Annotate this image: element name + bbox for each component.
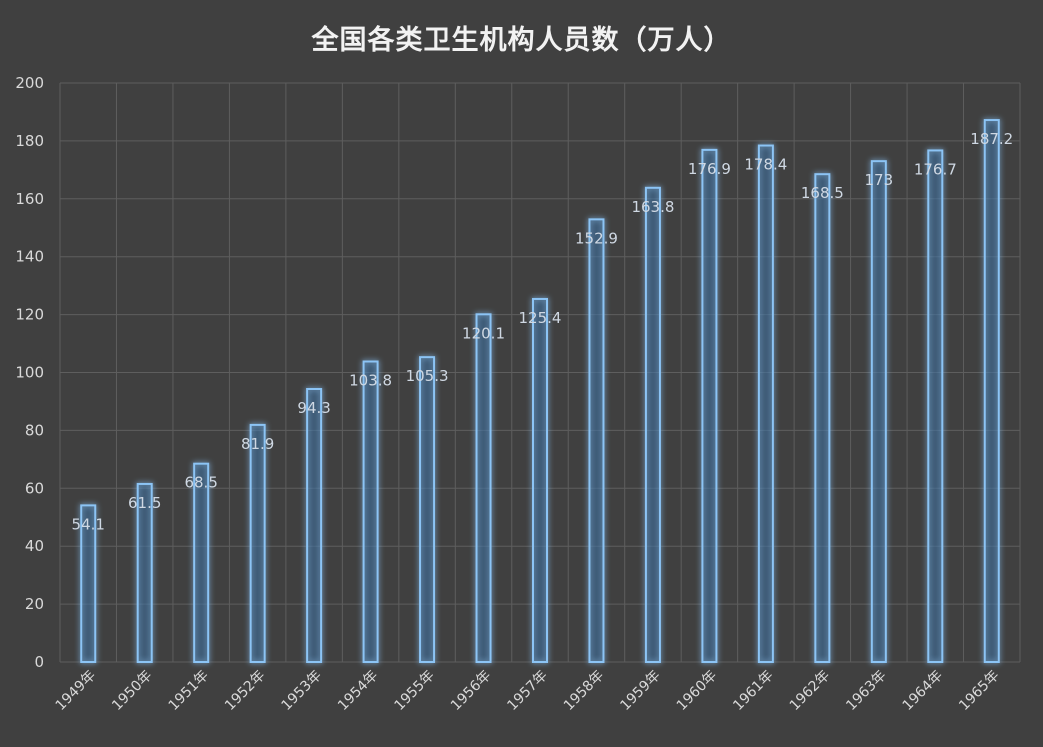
- bar-1962年: [814, 173, 831, 663]
- y-tick-label: 180: [15, 132, 44, 150]
- bars: [80, 119, 1000, 664]
- data-label: 105.3: [406, 367, 449, 385]
- y-tick-label: 200: [15, 74, 44, 92]
- y-tick-label: 40: [25, 537, 44, 555]
- x-tick-label: 1951年: [166, 668, 212, 714]
- gridlines: [59, 82, 1021, 663]
- x-tick-label: 1963年: [843, 668, 889, 714]
- y-tick-label: 160: [15, 190, 44, 208]
- x-tick-label: 1950年: [109, 668, 155, 714]
- data-label: 152.9: [575, 229, 618, 247]
- data-label: 81.9: [241, 435, 274, 453]
- x-tick-label: 1958年: [561, 668, 607, 714]
- x-tick-label: 1962年: [787, 668, 833, 714]
- data-label: 54.1: [72, 515, 105, 533]
- x-tick-label: 1955年: [391, 668, 437, 714]
- data-label: 125.4: [519, 309, 562, 327]
- bar-1952年: [249, 423, 266, 663]
- bar-1961年: [757, 144, 774, 664]
- data-label: 173: [865, 171, 894, 189]
- y-tick-label: 80: [25, 421, 44, 439]
- bar-1955年: [419, 356, 436, 663]
- bar-1959年: [644, 186, 661, 663]
- data-label: 176.7: [914, 160, 957, 178]
- x-tick-label: 1956年: [448, 668, 494, 714]
- x-axis-ticks: 1949年 1950年 1951年 1952年 1953年 1954年 1955年 1956年…: [53, 668, 1003, 714]
- x-tick-label: 1959年: [617, 668, 663, 714]
- bar-1964年: [927, 149, 944, 664]
- data-label: 61.5: [128, 494, 161, 512]
- data-label: 68.5: [184, 474, 217, 492]
- x-tick-label: 1952年: [222, 668, 268, 714]
- bar-1963年: [870, 160, 887, 663]
- data-label: 168.5: [801, 184, 844, 202]
- data-labels: 54.1 61.5 68.5 81.9 94.3 103.8 105.3 120.1 125.4…: [72, 130, 1014, 533]
- x-tick-label: 1957年: [504, 668, 550, 714]
- y-tick-label: 140: [15, 248, 44, 266]
- x-tick-label: 1960年: [674, 668, 720, 714]
- data-label: 176.9: [688, 160, 731, 178]
- bar-1954年: [362, 360, 379, 663]
- bar-1951年: [193, 462, 210, 663]
- data-label: 120.1: [462, 324, 505, 342]
- x-tick-label: 1953年: [279, 668, 325, 714]
- x-tick-label: 1954年: [335, 668, 381, 714]
- x-tick-label: 1964年: [900, 668, 946, 714]
- y-tick-label: 120: [15, 306, 44, 324]
- x-tick-label: 1961年: [730, 668, 776, 714]
- y-tick-label: 60: [25, 479, 44, 497]
- bar-1950年: [136, 482, 153, 663]
- bar-1960年: [701, 148, 718, 663]
- y-axis-ticks: 0 20 40 60 80 100 120 140 160 180 200: [15, 74, 44, 671]
- x-tick-label: 1949年: [53, 668, 99, 714]
- y-tick-label: 0: [34, 653, 44, 671]
- x-tick-label: 1965年: [956, 668, 1002, 714]
- bar-1965年: [983, 119, 1000, 663]
- bar-1958年: [588, 218, 605, 664]
- bar-1953年: [306, 388, 323, 663]
- bar-1957年: [532, 297, 548, 663]
- data-label: 178.4: [744, 156, 787, 174]
- data-label: 163.8: [631, 198, 674, 216]
- chart-title: 全国各类卫生机构人员数（万人）: [311, 25, 732, 56]
- data-label: 103.8: [349, 371, 392, 389]
- bar-1956年: [475, 313, 492, 663]
- data-label: 94.3: [297, 399, 330, 417]
- bar-1949年: [80, 504, 97, 663]
- y-tick-label: 100: [15, 364, 44, 382]
- data-label: 187.2: [970, 130, 1013, 148]
- y-tick-label: 20: [25, 595, 44, 613]
